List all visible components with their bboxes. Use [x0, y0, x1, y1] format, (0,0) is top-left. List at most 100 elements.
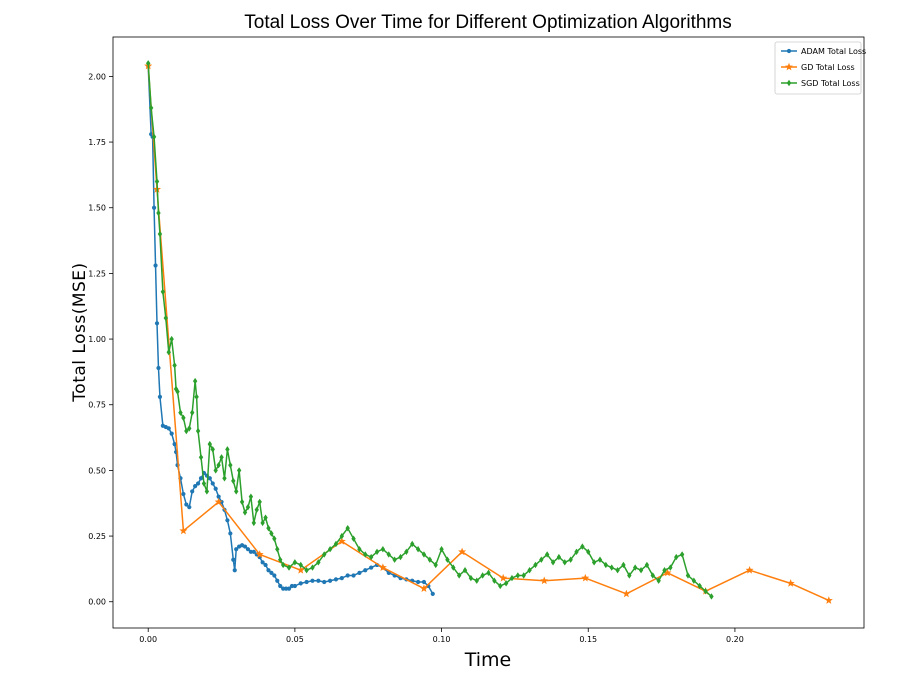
y-tick-label: 1.00	[88, 335, 106, 344]
data-point	[153, 263, 158, 268]
data-point	[627, 572, 632, 579]
legend-item: ADAM Total Loss	[781, 47, 866, 56]
data-point	[198, 454, 204, 461]
data-point	[632, 564, 638, 571]
data-point	[544, 551, 550, 558]
plot-area: 0.00 0.05 0.10 0.15 0.20 0.00 0.25 0.50 0.75 1.0…	[88, 36, 865, 644]
data-point	[668, 564, 673, 571]
data-point	[272, 535, 277, 542]
data-point	[357, 546, 362, 553]
data-point	[568, 556, 573, 563]
data-point	[239, 498, 245, 506]
chart-title: Total Loss Over Time for Different Optim…	[244, 12, 732, 33]
data-point	[181, 491, 186, 497]
data-point	[228, 531, 233, 536]
data-point	[232, 568, 237, 573]
data-point	[386, 551, 391, 558]
data-point	[195, 427, 201, 435]
data-point	[451, 564, 456, 571]
legend-label: SGD Total Loss	[801, 79, 860, 88]
data-point	[527, 567, 532, 574]
data-point	[410, 540, 415, 548]
data-point	[674, 553, 679, 561]
data-point	[266, 568, 271, 573]
data-point	[292, 559, 298, 566]
data-point	[251, 549, 256, 554]
data-point	[398, 553, 403, 561]
x-tick-label: 0.15	[579, 635, 597, 644]
data-point	[179, 526, 188, 535]
data-point	[194, 393, 199, 401]
data-point	[503, 580, 509, 587]
data-point	[415, 546, 421, 553]
data-point	[433, 561, 438, 569]
data-point	[169, 335, 174, 343]
data-point	[468, 574, 474, 582]
data-point	[151, 205, 157, 210]
data-point	[242, 544, 248, 549]
data-point	[225, 446, 230, 453]
data-point	[278, 583, 283, 589]
data-point	[234, 547, 239, 552]
y-tick-label: 0.50	[88, 466, 106, 475]
data-point	[663, 568, 672, 577]
data-point	[304, 567, 309, 574]
data-point	[286, 586, 292, 591]
data-point	[327, 546, 333, 553]
data-point	[458, 547, 467, 556]
data-point	[266, 524, 271, 532]
data-point	[556, 553, 562, 561]
data-point	[281, 586, 286, 591]
data-point	[248, 493, 254, 500]
data-point	[581, 573, 590, 582]
plot-frame	[112, 36, 865, 629]
data-point	[621, 561, 626, 569]
data-point	[184, 427, 189, 435]
legend-item: SGD Total Loss	[781, 79, 860, 88]
data-point	[210, 446, 215, 453]
data-point	[697, 582, 702, 590]
data-point	[207, 440, 213, 448]
data-point	[304, 579, 309, 585]
data-point	[292, 583, 297, 589]
data-point	[166, 349, 171, 356]
data-point	[644, 561, 650, 569]
data-point	[368, 553, 374, 561]
data-point	[679, 551, 685, 558]
data-point	[222, 475, 227, 482]
data-point	[638, 567, 644, 574]
data-point	[550, 559, 556, 566]
data-point	[248, 549, 253, 554]
data-point	[337, 537, 346, 545]
data-point	[439, 546, 444, 553]
data-point	[339, 575, 344, 581]
data-point	[339, 532, 345, 540]
legend-label: ADAM Total Loss	[801, 47, 866, 56]
data-point	[345, 524, 350, 532]
data-point	[148, 104, 154, 112]
data-point	[231, 477, 236, 485]
data-point	[286, 564, 292, 571]
y-tick-label: 0.25	[88, 532, 106, 541]
data-point	[415, 579, 421, 585]
legend-box	[774, 41, 862, 95]
data-point	[210, 481, 215, 486]
data-point	[597, 556, 603, 563]
data-point	[272, 573, 277, 578]
data-point	[184, 502, 189, 507]
data-point	[369, 565, 374, 570]
data-point	[172, 442, 177, 447]
data-point	[298, 581, 303, 586]
legend: ADAM Total Loss GD Total Loss SGD Total Lo…	[774, 41, 866, 95]
data-point	[257, 498, 262, 506]
data-point	[231, 557, 236, 562]
data-point	[263, 514, 268, 521]
data-point	[192, 377, 198, 385]
data-point	[540, 576, 549, 585]
data-point	[615, 567, 620, 574]
data-point	[357, 570, 362, 575]
data-point	[251, 519, 257, 527]
